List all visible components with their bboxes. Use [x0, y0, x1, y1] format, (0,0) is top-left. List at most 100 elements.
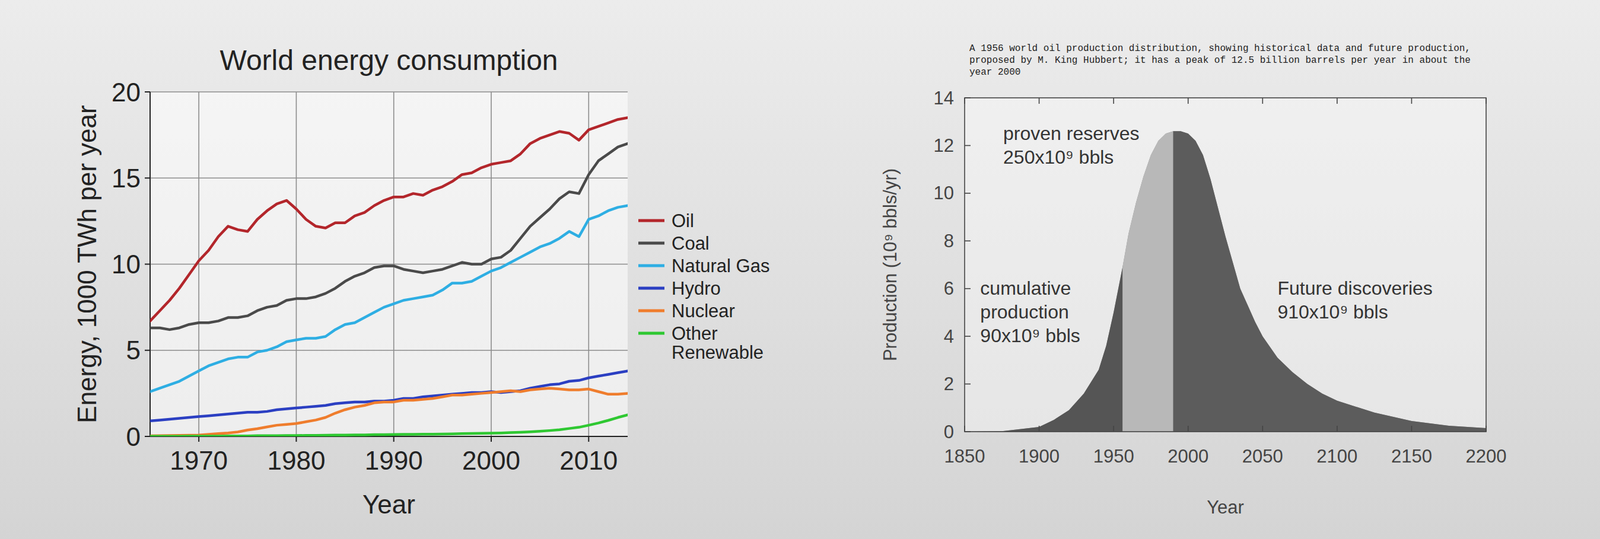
legend-label-line: Hydro — [671, 278, 721, 299]
x-tick-top — [1112, 97, 1115, 104]
x-tick-top — [1411, 97, 1413, 104]
hubbert-chart: A 1956 world oil production distribution… — [879, 43, 1507, 518]
y-tick — [144, 350, 151, 352]
plot-background — [964, 97, 1487, 432]
region-label: cumulative — [980, 277, 1071, 299]
y-tick-label: 0 — [943, 421, 954, 443]
y-tick — [964, 431, 971, 433]
y-tick-label: 15 — [111, 163, 141, 193]
legend-label-line: Renewable — [671, 342, 764, 364]
note-line: year 2000 — [969, 67, 1021, 78]
y-tick-label: 14 — [933, 87, 954, 109]
x-tick-label: 1900 — [1018, 446, 1060, 467]
legend: OilCoalNatural GasHydroNuclearOtherRenew… — [638, 210, 770, 364]
x-tick — [964, 425, 966, 432]
legend-swatch — [638, 309, 665, 313]
x-axis-title: Year — [1206, 497, 1245, 518]
x-tick-label: 2100 — [1316, 446, 1358, 467]
y-axis-title: Energy, 1000 TWh per year — [72, 105, 102, 423]
legend-label: Nuclear — [671, 300, 736, 322]
y-tick-label: 12 — [933, 135, 954, 157]
legend-label-line: Nuclear — [671, 300, 736, 322]
series-line — [150, 371, 628, 422]
legend-label: Coal — [671, 233, 710, 254]
y-tick — [144, 177, 151, 179]
x-tick — [1336, 425, 1338, 432]
y-axis-title: Production (10⁹ bbls/yr) — [879, 168, 901, 362]
legend-label-line: Natural Gas — [671, 255, 770, 277]
region-label: production — [980, 301, 1069, 323]
x-tick — [393, 436, 395, 442]
y-tick-label: 2 — [943, 373, 954, 395]
y-tick-label: 20 — [111, 77, 141, 107]
x-tick-top — [1187, 97, 1189, 104]
chart-canvas: 1970198019902000201005101520World energy… — [0, 0, 1600, 539]
y-tick-label: 8 — [943, 230, 954, 252]
legend-swatch — [638, 219, 665, 223]
region-label: 90x10⁹ bbls — [980, 325, 1080, 347]
grid-line — [150, 177, 628, 179]
y-tick — [144, 91, 151, 93]
legend-label-line: Oil — [671, 210, 695, 232]
x-tick — [295, 436, 297, 442]
legend-label: Natural Gas — [671, 255, 770, 277]
x-tick-label: 2000 — [1167, 446, 1209, 467]
region-band — [1122, 97, 1173, 432]
grid-line — [150, 350, 628, 352]
legend-label-line: Other — [671, 323, 718, 345]
x-tick-top — [1485, 97, 1487, 104]
x-tick — [490, 436, 492, 442]
legend-swatch — [638, 287, 665, 291]
x-tick-label: 2050 — [1242, 446, 1284, 467]
x-tick-top — [964, 97, 966, 104]
y-tick — [144, 263, 151, 266]
note-line: proposed by M. King Hubbert; it has a pe… — [969, 55, 1471, 66]
x-tick-label: 1990 — [364, 446, 423, 476]
y-tick-label: 6 — [943, 278, 954, 299]
legend-swatch — [638, 242, 665, 246]
y-tick — [964, 240, 971, 242]
series-lines — [150, 118, 628, 437]
x-tick — [1038, 425, 1040, 432]
x-tick — [1485, 425, 1487, 432]
x-tick — [1112, 425, 1115, 432]
y-tick-label: 10 — [111, 249, 141, 279]
series-line — [150, 388, 628, 437]
y-tick — [964, 192, 971, 194]
region-label: 910x10⁹ bbls — [1277, 301, 1388, 323]
grid-line — [150, 91, 628, 93]
y-tick — [964, 335, 971, 337]
legend-swatch — [638, 264, 665, 268]
note-line: A 1956 world oil production distribution… — [969, 43, 1471, 54]
x-tick — [198, 436, 200, 442]
x-tick — [587, 436, 590, 442]
chart-note: A 1956 world oil production distribution… — [969, 43, 1471, 78]
y-tick-label: 5 — [126, 335, 141, 365]
series-line — [150, 205, 628, 393]
region-band — [964, 97, 1123, 432]
series-line — [150, 143, 628, 330]
x-tick-label: 2000 — [462, 446, 521, 476]
energy-chart: 1970198019902000201005101520World energy… — [72, 44, 771, 520]
region-label: 250x10⁹ bbls — [1003, 146, 1114, 168]
x-axis-title: Year — [362, 490, 416, 520]
series-line — [150, 415, 628, 437]
x-tick — [1261, 425, 1264, 432]
grid-line — [150, 263, 628, 266]
region-band — [1173, 97, 1487, 432]
x-tick-label: 1850 — [944, 446, 986, 467]
x-tick-label: 1980 — [266, 446, 326, 476]
legend-swatch — [638, 332, 665, 336]
x-tick-label: 2150 — [1391, 446, 1433, 467]
x-tick-label: 2200 — [1465, 446, 1507, 467]
y-tick-label: 10 — [933, 182, 954, 204]
x-tick — [1187, 425, 1189, 432]
legend-label: Oil — [671, 210, 695, 232]
y-tick — [964, 145, 971, 147]
legend-label-line: Coal — [671, 233, 710, 254]
x-tick-top — [1261, 97, 1264, 104]
x-tick — [1411, 425, 1413, 432]
x-tick-label: 2010 — [559, 446, 618, 476]
legend-label: OtherRenewable — [671, 323, 764, 364]
y-tick — [964, 383, 971, 386]
